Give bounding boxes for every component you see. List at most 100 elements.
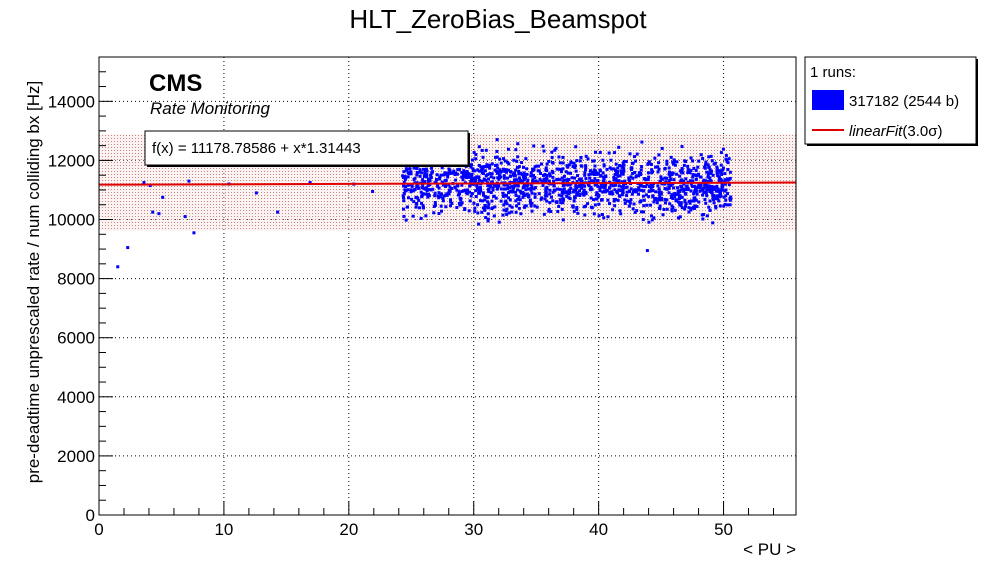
data-point bbox=[433, 191, 437, 195]
data-point bbox=[682, 189, 686, 193]
data-point bbox=[547, 209, 551, 213]
data-point bbox=[491, 186, 495, 190]
data-point bbox=[630, 161, 634, 165]
data-point bbox=[706, 175, 710, 179]
data-point bbox=[486, 188, 490, 192]
data-point bbox=[685, 185, 689, 189]
data-point bbox=[484, 174, 488, 178]
data-point bbox=[641, 218, 645, 222]
data-point bbox=[693, 196, 697, 200]
data-point bbox=[402, 175, 406, 179]
data-point bbox=[602, 177, 606, 181]
data-point bbox=[726, 178, 730, 182]
data-point bbox=[506, 187, 510, 191]
data-point bbox=[406, 188, 410, 192]
data-point bbox=[507, 196, 511, 200]
data-point bbox=[719, 169, 723, 173]
data-point bbox=[486, 205, 490, 209]
data-point bbox=[581, 192, 585, 196]
data-point bbox=[617, 194, 621, 198]
data-point bbox=[689, 182, 693, 186]
data-point bbox=[462, 169, 466, 173]
data-point bbox=[638, 200, 642, 204]
data-point bbox=[651, 195, 655, 199]
data-point bbox=[634, 188, 638, 192]
data-point bbox=[407, 196, 411, 200]
data-point bbox=[599, 174, 603, 178]
data-point bbox=[417, 198, 421, 202]
data-point bbox=[721, 188, 725, 192]
data-point bbox=[655, 201, 659, 205]
data-point bbox=[695, 192, 699, 196]
data-point bbox=[627, 190, 631, 194]
data-point bbox=[428, 179, 432, 183]
data-point bbox=[593, 177, 597, 181]
data-point bbox=[505, 183, 509, 187]
data-point bbox=[575, 208, 579, 212]
data-point bbox=[700, 188, 704, 192]
data-point bbox=[449, 200, 453, 204]
data-point bbox=[717, 178, 721, 182]
data-point bbox=[577, 177, 581, 181]
data-point bbox=[506, 160, 510, 164]
data-point bbox=[686, 164, 690, 168]
data-point bbox=[565, 194, 569, 198]
data-point bbox=[421, 203, 425, 207]
data-point bbox=[683, 198, 687, 202]
data-point bbox=[657, 153, 661, 157]
data-point bbox=[643, 185, 647, 189]
data-point bbox=[528, 201, 532, 205]
data-point bbox=[613, 151, 617, 155]
data-point bbox=[468, 184, 472, 188]
data-point bbox=[693, 204, 697, 208]
data-point bbox=[684, 159, 688, 163]
data-point bbox=[728, 198, 732, 202]
data-point bbox=[410, 184, 414, 188]
data-point bbox=[406, 171, 410, 175]
data-point bbox=[494, 196, 498, 200]
data-point bbox=[481, 191, 485, 195]
data-point bbox=[611, 192, 615, 196]
data-point bbox=[489, 184, 493, 188]
data-point bbox=[493, 205, 497, 209]
data-point bbox=[727, 183, 731, 187]
data-point bbox=[645, 182, 649, 186]
data-point bbox=[657, 190, 661, 194]
data-point bbox=[472, 201, 476, 205]
data-point bbox=[729, 195, 733, 199]
data-point bbox=[505, 207, 509, 211]
data-point bbox=[601, 175, 605, 179]
data-point bbox=[667, 179, 671, 183]
data-point bbox=[404, 176, 408, 180]
data-point bbox=[483, 207, 487, 211]
data-point bbox=[490, 162, 494, 166]
data-point bbox=[642, 189, 646, 193]
data-point bbox=[476, 176, 480, 180]
data-point bbox=[439, 173, 443, 177]
data-point bbox=[716, 187, 720, 191]
data-point bbox=[688, 179, 692, 183]
legend-fit-label-main: linearFit bbox=[849, 123, 903, 140]
data-point bbox=[551, 171, 555, 175]
data-point bbox=[627, 204, 631, 208]
data-point bbox=[453, 185, 457, 189]
data-point bbox=[529, 174, 533, 178]
data-point bbox=[481, 172, 485, 176]
data-point bbox=[608, 190, 612, 194]
data-point bbox=[650, 171, 654, 175]
data-point bbox=[514, 190, 518, 194]
data-point bbox=[480, 167, 484, 171]
data-point bbox=[486, 217, 490, 221]
data-point bbox=[483, 203, 487, 207]
data-point bbox=[517, 172, 521, 176]
data-point bbox=[487, 183, 491, 187]
data-point bbox=[471, 167, 475, 171]
data-point bbox=[476, 203, 480, 207]
data-point bbox=[518, 171, 522, 175]
data-point bbox=[578, 184, 582, 188]
data-point bbox=[673, 195, 677, 199]
data-point bbox=[609, 183, 613, 187]
data-point bbox=[717, 175, 721, 179]
data-point bbox=[602, 216, 606, 220]
data-point bbox=[683, 200, 687, 204]
